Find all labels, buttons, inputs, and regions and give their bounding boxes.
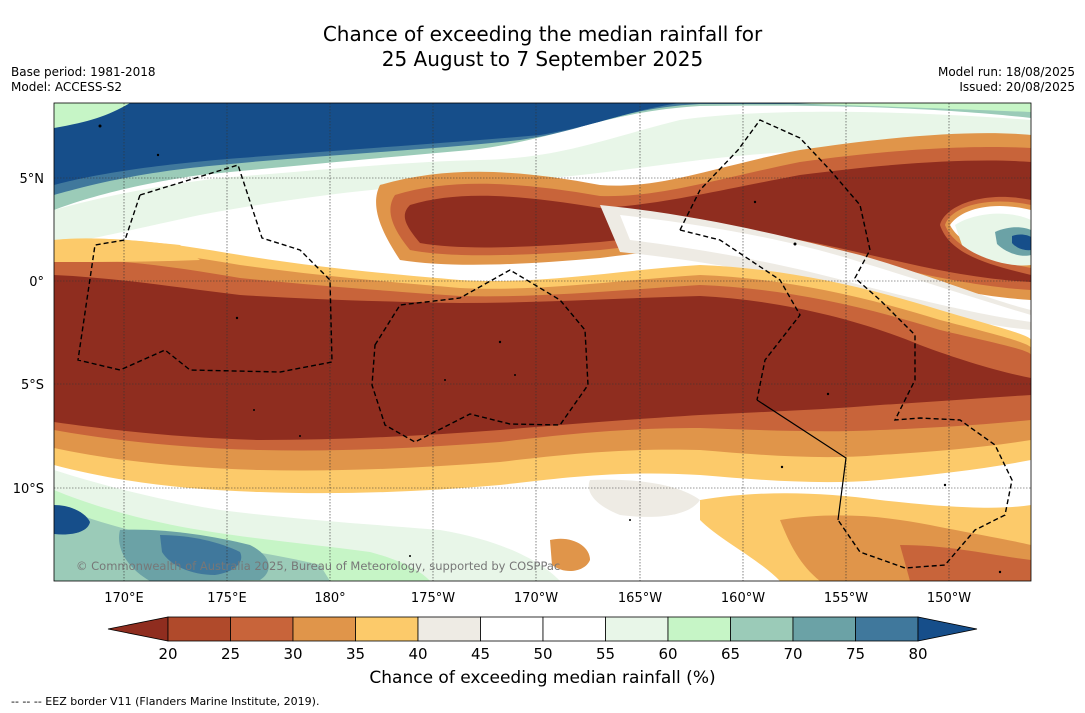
lon-label-150w: 150°W [927, 591, 971, 606]
colorbar-segment [542, 616, 606, 642]
colorbar-segment [730, 616, 794, 642]
lat-label-5n: 5°N [20, 172, 45, 187]
colorbar-arrow-high [917, 616, 978, 642]
colorbar-segment [667, 616, 731, 642]
colorbar-segment [855, 616, 919, 642]
colorbar-tick-label: 35 [346, 645, 365, 663]
model-run: Model run: 18/08/2025 [937, 65, 1075, 79]
colorbar-tick-label: 55 [596, 645, 615, 663]
lon-label-170e: 170°E [104, 591, 144, 606]
title-line-1: Chance of exceeding the median rainfall … [322, 22, 763, 46]
lon-label-160w: 160°W [721, 591, 765, 606]
meta-right: Model run: 18/08/2025 Issued: 20/08/2025 [938, 65, 1075, 95]
colorbar-ticks: 20 25 30 35 40 45 50 55 60 65 70 75 80 [158, 645, 927, 663]
title-line-2: 25 August to 7 September 2025 [381, 47, 704, 71]
colorbar-tick-label: 50 [533, 645, 552, 663]
eez-borders [77, 119, 1013, 569]
colorbar-tick-label: 60 [658, 645, 677, 663]
lon-label-180: 180° [314, 591, 345, 606]
colorbar-tick-label: 80 [908, 645, 927, 663]
colorbar-tick-label: 75 [846, 645, 865, 663]
base-period: Base period: 1981-2018 [11, 65, 156, 79]
colorbar-tick-label: 30 [283, 645, 302, 663]
colorbar-arrow-low [107, 616, 169, 642]
lon-label-175e: 175°E [207, 591, 247, 606]
colorbar [107, 616, 978, 642]
colorbar-tick-label: 40 [408, 645, 427, 663]
colorbar-segment [480, 616, 544, 642]
colorbar-segment [605, 616, 669, 642]
colorbar-segment [355, 616, 419, 642]
lon-label-165w: 165°W [618, 591, 662, 606]
colorbar-tick-label: 45 [471, 645, 490, 663]
colorbar-tick-label: 20 [158, 645, 177, 663]
lat-label-5s: 5°S [21, 378, 44, 393]
colorbar-segment [417, 616, 481, 642]
map-field [54, 103, 1031, 581]
lon-label-155w: 155°W [824, 591, 868, 606]
issued-date: Issued: 20/08/2025 [959, 80, 1075, 94]
lat-label-10s: 10°S [13, 482, 44, 497]
copyright-notice: © Commonwealth of Australia 2025, Bureau… [76, 559, 560, 573]
colorbar-segment [167, 616, 231, 642]
lon-label-175w: 175°W [411, 591, 455, 606]
colorbar-tick-label: 25 [221, 645, 240, 663]
colorbar-segment [230, 616, 294, 642]
colorbar-label: Chance of exceeding median rainfall (%) [369, 668, 716, 688]
colorbar-tick-label: 70 [783, 645, 802, 663]
page-title: Chance of exceeding the median rainfall … [0, 22, 1085, 72]
lat-label-0: 0° [29, 275, 44, 290]
eez-legend-note: -- -- -- EEZ border V11 (Flanders Marine… [11, 695, 320, 708]
colorbar-segment [792, 616, 856, 642]
lon-label-170w: 170°W [514, 591, 558, 606]
meta-left: Base period: 1981-2018 Model: ACCESS-S2 [11, 65, 156, 95]
colorbar-tick-label: 65 [721, 645, 740, 663]
model-name: Model: ACCESS-S2 [11, 80, 123, 94]
colorbar-segment [292, 616, 356, 642]
island-markers [98, 124, 1002, 574]
